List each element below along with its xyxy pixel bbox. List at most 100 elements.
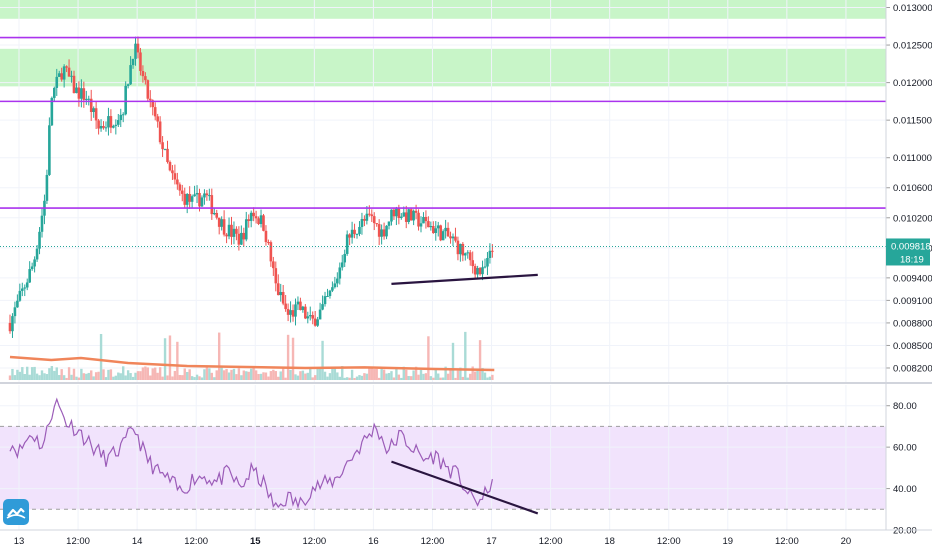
- volume-bar: [205, 366, 209, 380]
- volume-bar: [348, 377, 351, 380]
- volume-bar: [227, 372, 231, 380]
- candle-body: [427, 221, 430, 228]
- candle-body: [151, 100, 155, 108]
- candle-body: [210, 195, 214, 215]
- candle-body: [242, 232, 246, 240]
- candle-body: [321, 304, 324, 310]
- volume-bar: [272, 369, 275, 380]
- candle-body: [129, 65, 132, 85]
- volume-bar: [178, 374, 182, 380]
- volume-bar: [338, 376, 341, 380]
- volume-bar: [385, 373, 388, 380]
- candle-body: [294, 304, 297, 317]
- volume-bar: [245, 371, 248, 380]
- price-trendline[interactable]: [391, 273, 538, 285]
- volume-bar: [65, 377, 68, 380]
- volume-bar: [213, 377, 216, 380]
- candle-body: [180, 190, 184, 194]
- candle-body: [99, 125, 103, 129]
- candle-body: [244, 219, 248, 240]
- candle-body: [358, 226, 361, 234]
- volume-bar: [158, 367, 162, 380]
- candle-body: [53, 87, 56, 98]
- candle-body: [340, 262, 344, 268]
- candle-body: [205, 193, 209, 196]
- volume-bar: [249, 368, 253, 380]
- time-tick-label: 12:00: [539, 536, 563, 547]
- candle-body: [215, 212, 219, 218]
- candle-body: [459, 243, 462, 255]
- bar-countdown-label: 18:19: [900, 254, 924, 265]
- price-tick-label: 0.012000: [893, 78, 932, 89]
- volume-bar: [291, 337, 295, 380]
- candle-body: [124, 85, 127, 115]
- price-tick-label: 0.011500: [893, 116, 932, 127]
- tradingview-logo-icon[interactable]: [3, 499, 29, 525]
- volume-bar: [476, 370, 479, 380]
- rsi-tick-label: 40.00: [893, 484, 917, 495]
- candle-body: [119, 114, 123, 121]
- candle-body: [166, 148, 169, 163]
- candle-body: [97, 120, 100, 129]
- candle-body: [235, 228, 238, 234]
- volume-bar: [141, 367, 145, 380]
- volume-bar: [414, 366, 418, 380]
- candle-body: [227, 224, 231, 237]
- price-pane: [0, 0, 886, 383]
- candle-body: [156, 116, 159, 122]
- volume-bar: [294, 374, 297, 380]
- volume-bar: [259, 373, 263, 380]
- volume-bar: [254, 370, 258, 380]
- volume-bar: [48, 368, 51, 380]
- candle-body: [188, 193, 191, 202]
- volume-bar: [131, 376, 135, 380]
- volume-bar: [486, 377, 489, 380]
- candle-body: [23, 287, 27, 289]
- candle-body: [336, 278, 339, 284]
- candle-body: [77, 87, 81, 99]
- candle-body: [198, 192, 201, 207]
- candle-body: [269, 242, 273, 262]
- candle-body: [461, 243, 465, 256]
- candle-body: [279, 292, 283, 296]
- candle-body: [254, 216, 258, 219]
- candle-body: [417, 212, 420, 227]
- candle-body: [193, 194, 196, 197]
- candle-body: [355, 233, 359, 235]
- volume-bar: [316, 368, 319, 380]
- candle-body: [87, 98, 91, 100]
- candle-body: [158, 121, 162, 143]
- candle-body: [252, 212, 255, 217]
- volume-bar: [87, 372, 90, 380]
- volume-bar: [129, 373, 132, 380]
- candle-body: [195, 192, 199, 195]
- candle-body: [368, 213, 371, 215]
- volume-bar: [370, 367, 373, 380]
- volume-bar: [402, 366, 405, 380]
- candle-body: [38, 231, 41, 249]
- candle-body: [323, 296, 327, 305]
- volume-bar: [274, 371, 277, 380]
- volume-bar: [26, 366, 29, 380]
- candle-body: [390, 209, 393, 222]
- rsi-trendline[interactable]: [391, 460, 539, 515]
- candle-body: [92, 108, 95, 113]
- candle-body: [171, 170, 174, 174]
- candle-body: [382, 229, 386, 237]
- supply-zone[interactable]: [0, 0, 886, 19]
- candle-body: [232, 228, 236, 237]
- volume-bar: [343, 377, 346, 380]
- volume-bar: [237, 368, 241, 380]
- candle-body: [102, 125, 105, 128]
- candle-body: [264, 230, 268, 243]
- volume-bar: [454, 377, 457, 380]
- volume-bar: [104, 377, 108, 380]
- volume-bar: [483, 372, 487, 380]
- candle-body: [18, 290, 22, 301]
- volume-bar: [309, 368, 312, 380]
- volume-bar: [437, 373, 440, 380]
- volume-bar: [390, 371, 393, 380]
- candle-body: [161, 142, 164, 150]
- volume-bar: [112, 376, 115, 380]
